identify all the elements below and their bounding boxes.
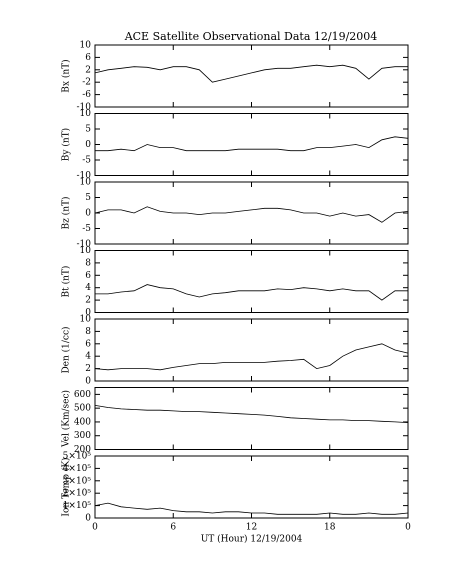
y-tick-label: 6 [85,271,91,281]
y-axis-label: By (nT) [61,128,72,161]
y-tick-label: 10 [80,41,92,51]
y-tick-label: 400 [74,417,91,427]
y-tick-label: 4 [85,283,91,293]
y-tick-label: 5×10⁵ [63,452,92,462]
y-tick-label: 0 [85,209,91,219]
y-tick-label: 2×10⁵ [63,489,92,499]
data-line [94,502,409,515]
y-tick-label: 600 [74,390,91,400]
y-tick-label: 0 [85,140,91,150]
y-tick-label: 300 [74,431,91,441]
x-tick-label: 0 [405,523,411,533]
y-axis-label: Den (1/cc) [61,326,72,373]
data-line [94,343,409,371]
chart-title: ACE Satellite Observational Data 12/19/2… [124,30,378,43]
y-axis-label: Bx (nT) [61,59,72,92]
panel-frame [94,181,409,245]
y-tick-label: -5 [82,224,91,234]
y-tick-label: 5 [85,193,91,203]
y-tick-label: -10 [77,103,92,113]
data-line [94,405,409,423]
y-tick-label: 8 [85,258,91,268]
panel-frame [94,113,409,176]
y-tick-label: 5 [85,125,91,135]
y-tick-label: 2 [85,65,91,75]
data-line [94,64,408,83]
y-tick-label: 0 [85,377,91,387]
x-tick-label: 18 [324,523,336,533]
y-tick-label: 3×10⁵ [63,476,92,486]
y-tick-label: 8 [85,327,91,337]
x-tick-label: 12 [246,523,257,533]
y-tick-label: 0 [85,308,91,318]
y-tick-label: 2 [85,364,91,374]
y-tick-label: 1×10⁵ [63,501,92,511]
y-tick-label: -6 [82,90,91,100]
y-tick-label: -5 [82,156,91,166]
y-tick-label: 10 [80,315,92,325]
panel-frame [94,44,409,108]
y-tick-label: -10 [77,171,92,181]
x-tick-label: 6 [170,523,176,533]
y-tick-label: 200 [74,445,91,455]
y-tick-label: -10 [77,240,92,250]
data-line [95,284,408,301]
y-tick-label: 2 [85,296,91,306]
y-axis-label: Bt (nT) [61,266,72,298]
y-tick-label: 6 [85,53,91,63]
y-axis-label: Vel (Km/sec) [61,390,72,448]
data-line [94,206,409,223]
y-tick-label: 10 [80,178,92,188]
y-tick-label: 500 [74,404,91,414]
y-tick-label: 4×10⁵ [63,464,92,474]
panel-frame [94,318,409,382]
y-tick-label: 0 [85,514,91,524]
data-line [95,136,409,152]
panel-frame [94,387,409,450]
x-tick-label: 0 [92,523,98,533]
x-axis-label: UT (Hour) 12/19/2004 [201,534,303,545]
y-tick-label: -2 [82,78,91,88]
panel-frame [94,250,409,313]
y-tick-label: 6 [85,339,91,349]
y-tick-label: 10 [80,109,92,119]
y-tick-label: 10 [80,246,92,256]
y-tick-label: 4 [85,352,91,362]
y-axis-label: Bz (nT) [61,196,72,229]
y-axis-label: Ion Temp (K) [61,457,72,516]
